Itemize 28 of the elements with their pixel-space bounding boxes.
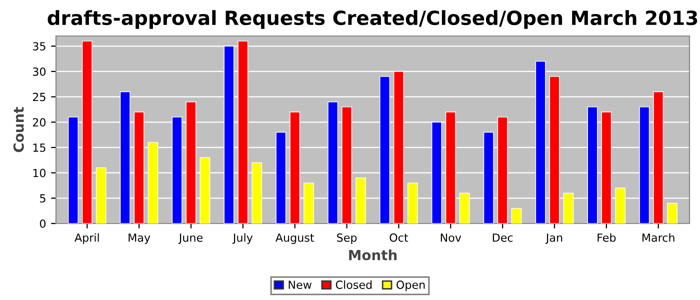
x-tick-label: Nov bbox=[440, 234, 462, 242]
x-tick-label: July bbox=[232, 233, 253, 244]
y-tick-label: 30 bbox=[32, 67, 46, 76]
y-tick-label: 5 bbox=[40, 194, 46, 203]
x-tick-label: March bbox=[642, 233, 674, 242]
bar bbox=[667, 202, 678, 224]
x-tick-label: Sep bbox=[337, 233, 357, 244]
y-axis-title: Count bbox=[13, 106, 24, 152]
x-tick-label: August bbox=[276, 234, 314, 244]
y-tick-label: 15 bbox=[33, 144, 46, 152]
x-tick-label: Oct bbox=[390, 233, 408, 242]
x-tick-label: May bbox=[128, 234, 150, 244]
x-tick-label: Dec bbox=[492, 234, 513, 242]
legend-label: Open bbox=[396, 280, 425, 292]
x-tick-label: Jan bbox=[545, 234, 562, 244]
legend-label: Closed bbox=[336, 280, 372, 289]
y-tick-label: 0 bbox=[40, 219, 46, 228]
x-tick-label: June bbox=[178, 234, 203, 244]
y-tick-label: 10 bbox=[33, 168, 46, 178]
x-tick-label: Feb bbox=[598, 233, 616, 242]
y-tick-label: 25 bbox=[32, 92, 46, 102]
y-tick-label: 35 bbox=[32, 42, 46, 51]
bar bbox=[511, 208, 522, 224]
x-axis-title: Month bbox=[349, 250, 397, 260]
y-tick-label: 20 bbox=[32, 118, 46, 127]
legend-label: New bbox=[288, 280, 312, 289]
chart-title: drafts-approval Requests Created/Closed/Open March 2013 bbox=[48, 10, 698, 29]
x-tick-label: April bbox=[74, 233, 99, 244]
